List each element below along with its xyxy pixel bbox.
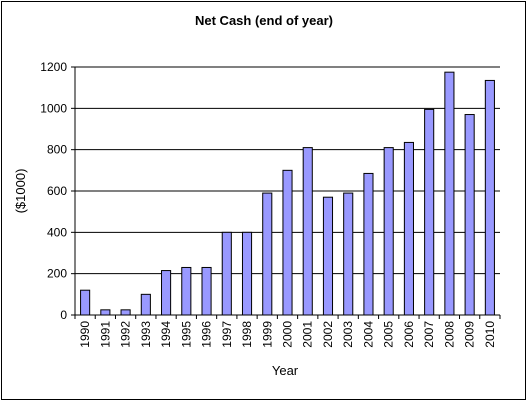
y-tick-label: 0 bbox=[60, 308, 67, 322]
y-tick-label: 200 bbox=[47, 267, 67, 281]
chart-title: Net Cash (end of year) bbox=[195, 13, 333, 28]
x-tick-label: 2009 bbox=[463, 321, 477, 348]
x-axis-label: Year bbox=[272, 363, 299, 378]
x-tick-label: 2003 bbox=[341, 321, 355, 348]
bar-2006 bbox=[403, 141, 414, 316]
bar-2010 bbox=[484, 79, 495, 316]
x-tick-label: 2006 bbox=[402, 321, 416, 348]
y-tick-label: 1200 bbox=[40, 60, 67, 74]
x-tick-label: 2004 bbox=[361, 321, 375, 348]
bar-1995 bbox=[181, 266, 192, 316]
bar-1992 bbox=[120, 309, 131, 316]
x-tick-label: 1995 bbox=[179, 321, 193, 348]
bar-1996 bbox=[201, 266, 212, 316]
x-tick-label: 1996 bbox=[200, 321, 214, 348]
bar-1990 bbox=[80, 289, 91, 316]
x-tick-label: 1992 bbox=[119, 321, 133, 348]
y-axis-label: ($1000) bbox=[13, 169, 28, 214]
bar-2008 bbox=[444, 71, 455, 316]
y-tick-label: 800 bbox=[47, 143, 67, 157]
x-tick-label: 1993 bbox=[139, 321, 153, 348]
bar-1999 bbox=[262, 192, 273, 316]
bar-1993 bbox=[140, 293, 151, 316]
x-tick-label: 2000 bbox=[281, 321, 295, 348]
bar-2005 bbox=[383, 147, 394, 316]
x-tick-label: 1997 bbox=[220, 321, 234, 348]
bar-1991 bbox=[100, 309, 111, 316]
bar-2001 bbox=[302, 147, 313, 316]
bar-2002 bbox=[322, 196, 334, 316]
y-tick-label: 400 bbox=[47, 225, 67, 239]
x-tick-label: 1999 bbox=[260, 321, 274, 348]
bar-2004 bbox=[363, 172, 374, 316]
x-tick-label: 1994 bbox=[159, 321, 173, 348]
x-tick-label: 2002 bbox=[321, 321, 335, 348]
bar-2000 bbox=[282, 169, 293, 316]
x-tick-label: 2010 bbox=[483, 321, 497, 348]
x-tick-label: 2005 bbox=[382, 321, 396, 348]
axis-layer: 0 200 400 600 800 1000 1200 1990 1991 1992 1993 199… bbox=[40, 60, 501, 348]
bar-1997 bbox=[221, 231, 232, 316]
bar-1998 bbox=[241, 231, 253, 316]
bar-1994 bbox=[161, 270, 172, 316]
x-tick-label: 1998 bbox=[240, 321, 254, 348]
bar-2007 bbox=[424, 108, 435, 316]
y-tick-label: 1000 bbox=[40, 101, 67, 115]
x-tick-label: 1991 bbox=[98, 321, 112, 348]
bar-2003 bbox=[343, 192, 354, 316]
y-tick-label: 600 bbox=[47, 184, 67, 198]
bar-2009 bbox=[464, 114, 475, 316]
bar-layer bbox=[80, 71, 495, 316]
x-tick-label: 1990 bbox=[78, 321, 92, 348]
x-tick-label: 2007 bbox=[422, 321, 436, 348]
x-tick-label: 2001 bbox=[301, 321, 315, 348]
x-tick-label: 2008 bbox=[442, 321, 456, 348]
